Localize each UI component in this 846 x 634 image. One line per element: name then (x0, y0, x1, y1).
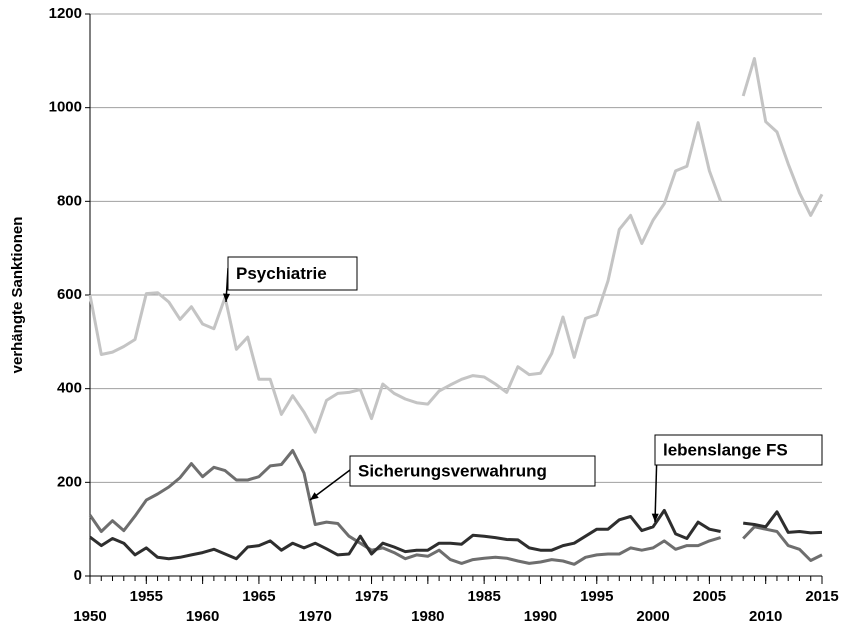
callout-line (309, 469, 351, 501)
x-tick-label: 2015 (805, 588, 838, 605)
x-tick-label: 1985 (467, 588, 500, 605)
callout-box (349, 455, 596, 487)
x-tick-label: 2010 (749, 608, 782, 625)
x-tick-label: 1965 (242, 588, 275, 605)
y-tick-label: 1200 (49, 5, 82, 22)
callout-arrow (310, 492, 319, 500)
series-line (88, 57, 824, 434)
x-tick-label: 1990 (524, 608, 557, 625)
callout-label: lebenslange FS (663, 440, 788, 459)
series-line (89, 508, 823, 561)
series-line (88, 449, 823, 566)
y-tick-label: 200 (57, 473, 82, 490)
x-tick-label: 1960 (186, 608, 219, 625)
y-tick-label: 400 (57, 380, 82, 397)
y-axis-label: verhängte Sanktionen (9, 217, 26, 374)
x-tick-label: 1950 (73, 608, 106, 625)
x-tick-label: 1955 (130, 588, 163, 605)
y-tick-label: 1000 (49, 99, 82, 116)
x-tick-label: 1970 (299, 608, 332, 625)
y-tick-label: 0 (74, 567, 82, 584)
x-tick-label: 2005 (693, 588, 726, 605)
callout-arrow (651, 513, 659, 522)
callout-box (654, 434, 823, 466)
callout-label: Psychiatrie (236, 264, 327, 283)
x-tick-label: 1975 (355, 588, 388, 605)
y-tick-label: 600 (57, 286, 82, 303)
callout-arrow (222, 293, 230, 302)
callout-label: Sicherungsverwahrung (358, 461, 547, 480)
callout-box (227, 256, 358, 291)
x-tick-label: 1995 (580, 588, 613, 605)
x-tick-label: 1980 (411, 608, 444, 625)
y-tick-label: 800 (57, 192, 82, 209)
x-tick-label: 2000 (636, 608, 669, 625)
